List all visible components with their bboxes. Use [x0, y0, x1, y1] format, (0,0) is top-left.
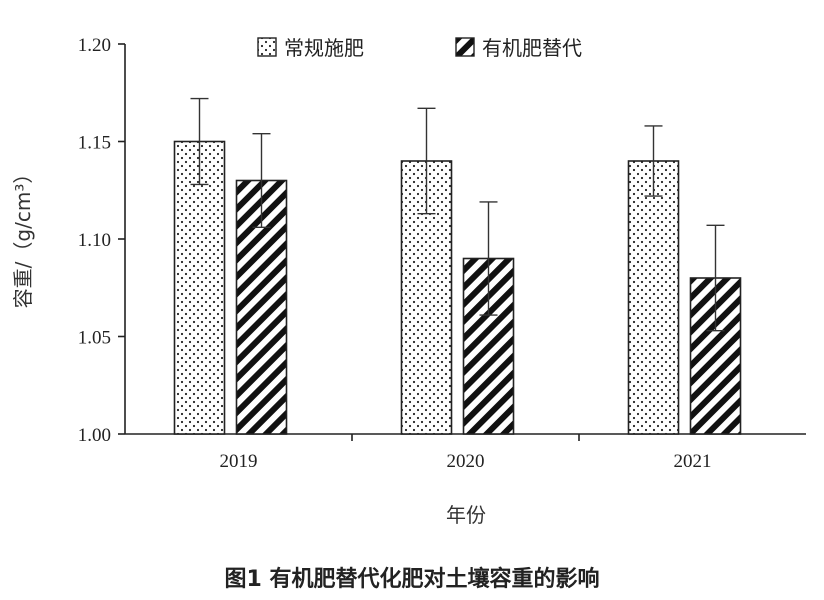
- x-axis-title: 年份: [446, 503, 486, 527]
- x-tick-label: 2020: [447, 451, 485, 472]
- x-tick-label: 2021: [674, 451, 712, 472]
- legend-label-organic: 有机肥替代: [482, 36, 582, 60]
- figure-caption: 图1 有机肥替代化肥对土壤容重的影响: [225, 566, 600, 592]
- y-tick-label: 1.05: [78, 328, 111, 349]
- x-axis: 2019 2020 2021: [125, 433, 806, 472]
- y-axis-title: 容重/（g/cm³）: [11, 164, 35, 309]
- y-tick-label: 1.00: [78, 425, 111, 446]
- bar-conventional-2019: [173, 140, 226, 435]
- x-tick-label: 2019: [220, 451, 258, 472]
- y-axis: 1.00 1.05 1.10 1.15 1.20: [78, 35, 126, 446]
- legend: 常规施肥 有机肥替代: [257, 36, 582, 60]
- y-tick-label: 1.20: [78, 35, 111, 56]
- y-tick-label: 1.10: [78, 230, 111, 251]
- bars: [173, 97, 742, 435]
- bar-conventional-2021: [627, 160, 680, 435]
- y-tick-label: 1.15: [78, 133, 111, 154]
- legend-swatch-organic: [455, 37, 475, 57]
- legend-label-conventional: 常规施肥: [284, 36, 364, 60]
- legend-swatch-conventional: [257, 37, 277, 57]
